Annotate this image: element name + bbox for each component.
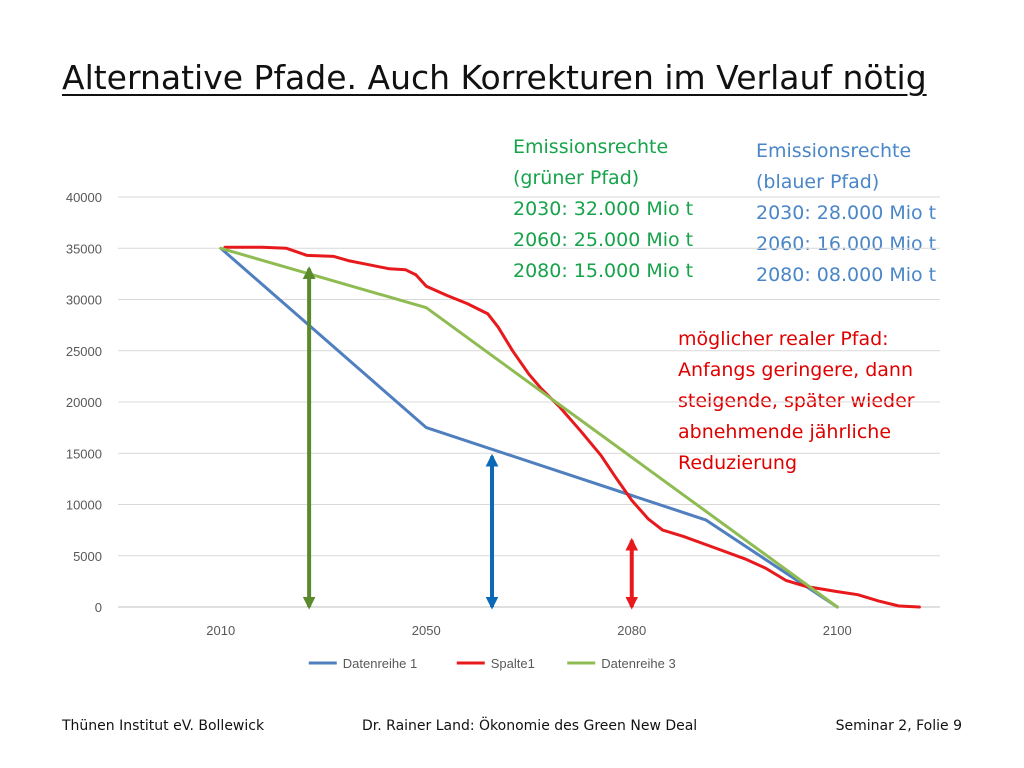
- blue-note-line: 2060: 16.000 Mio t: [756, 233, 937, 255]
- green-path-note: Emissionsrechte (grüner Pfad) 2030: 32.0…: [513, 132, 693, 287]
- red-path-note: möglicher realer Pfad: Anfangs geringere…: [678, 324, 915, 479]
- blue-note-line: 2080: 08.000 Mio t: [756, 264, 937, 286]
- legend-label: Datenreihe 1: [343, 656, 417, 671]
- series-line: [223, 245, 921, 609]
- y-tick-label: 20000: [66, 395, 102, 410]
- x-tick-label: 2080: [617, 623, 646, 638]
- legend-label: Datenreihe 3: [601, 656, 675, 671]
- series-line: [219, 246, 839, 609]
- footer-author: Dr. Rainer Land: Ökonomie des Green New …: [362, 718, 698, 734]
- red-note-line: steigende, später wieder: [678, 390, 915, 412]
- red-note-line: möglicher realer Pfad:: [678, 328, 889, 350]
- footer-institute: Thünen Institut eV. Bollewick: [62, 718, 265, 734]
- y-tick-label: 30000: [66, 293, 102, 308]
- x-tick-label: 2050: [412, 623, 441, 638]
- y-tick-label: 15000: [66, 446, 102, 461]
- red-note-line: Reduzierung: [678, 452, 798, 474]
- x-tick-label: 2010: [206, 623, 235, 638]
- footer-slide-number: Seminar 2, Folie 9: [835, 718, 962, 734]
- y-tick-label: 35000: [66, 241, 102, 256]
- blue-path-note: Emissionsrechte (blauer Pfad) 2030: 28.0…: [756, 136, 936, 291]
- y-tick-label: 10000: [66, 498, 102, 513]
- y-tick-label: 0: [95, 600, 102, 615]
- green-note-line: 2030: 32.000 Mio t: [513, 198, 694, 220]
- green-note-line: 2080: 15.000 Mio t: [513, 260, 694, 282]
- y-tick-label: 40000: [66, 190, 102, 205]
- green-note-line: Emissionsrechte: [513, 136, 669, 158]
- y-tick-label: 5000: [73, 549, 102, 564]
- legend-label: Spalte1: [491, 656, 535, 671]
- green-note-line: (grüner Pfad): [513, 167, 640, 189]
- blue-note-line: (blauer Pfad): [756, 171, 880, 193]
- blue-note-line: Emissionsrechte: [756, 140, 912, 162]
- red-note-line: Anfangs geringere, dann: [678, 359, 913, 381]
- green-note-line: 2060: 25.000 Mio t: [513, 229, 694, 251]
- slide-title: Alternative Pfade. Auch Korrekturen im V…: [62, 58, 927, 97]
- series-line: [219, 246, 839, 609]
- blue-note-line: 2030: 28.000 Mio t: [756, 202, 937, 224]
- x-tick-label: 2100: [823, 623, 852, 638]
- y-tick-label: 25000: [66, 344, 102, 359]
- red-note-line: abnehmende jährliche: [678, 421, 892, 443]
